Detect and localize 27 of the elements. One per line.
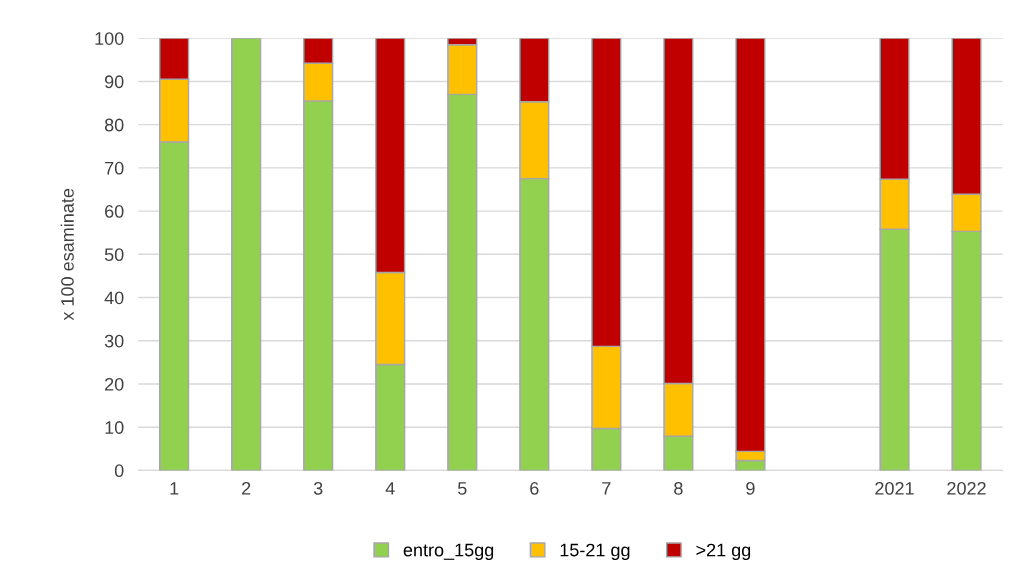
x-tick-label: 5	[457, 482, 467, 495]
x-tick-label: 8	[674, 481, 683, 495]
x-tick-label: 2021	[875, 481, 914, 495]
y-axis-title: x 100 esaminate	[60, 188, 74, 321]
x-tick-label: 3	[313, 481, 323, 495]
x-tick-label: 2022	[947, 481, 986, 495]
y-tick-label: 70	[105, 161, 124, 175]
y-tick-label: 30	[104, 334, 124, 348]
y-tick-label: 40	[104, 291, 124, 305]
x-tick-label: 6	[530, 481, 539, 495]
y-tick-label: 100	[95, 32, 124, 45]
y-tick-label: 20	[105, 377, 124, 391]
y-tick-label: 0	[114, 464, 124, 478]
legend-label: >21 gg	[696, 543, 751, 560]
x-tick-label: 4	[385, 482, 395, 495]
y-tick-label: 80	[104, 118, 124, 132]
y-tick-label: 60	[105, 205, 124, 218]
x-tick-label: 2	[242, 481, 251, 495]
y-tick-label: 50	[104, 248, 124, 262]
x-tick-label: 7	[602, 482, 611, 495]
x-tick-label: 1	[170, 482, 179, 495]
bar	[231, 38, 262, 471]
x-tick-label: 9	[746, 481, 755, 495]
legend-label: 15-21 gg	[560, 543, 630, 560]
y-tick-label: 90	[104, 75, 124, 89]
legend-label: entro_15gg	[403, 543, 494, 560]
y-tick-label: 10	[105, 421, 124, 434]
